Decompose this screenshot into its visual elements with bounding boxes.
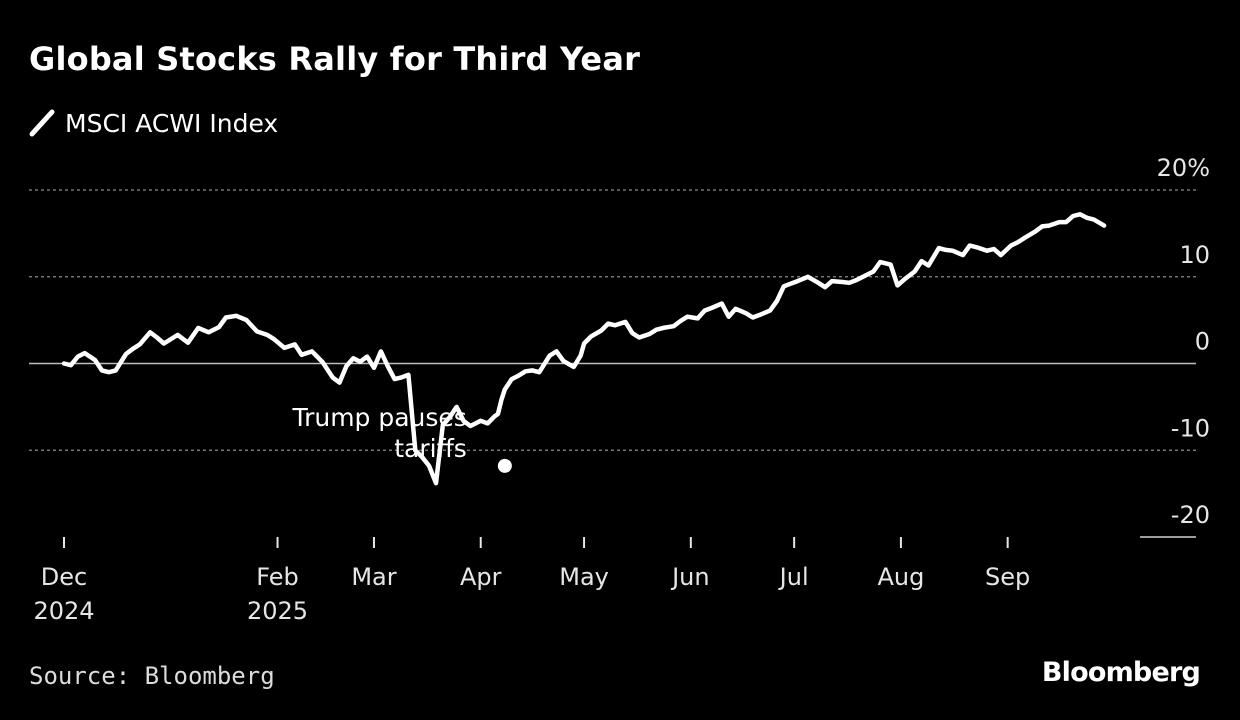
legend: MSCI ACWI Index [29, 108, 278, 138]
annotation-text: tariffs [394, 434, 467, 463]
grid-layer [29, 189, 1196, 538]
x-tick-label: Aug [877, 563, 924, 591]
x-tick-label: Apr [460, 563, 502, 591]
x-tick-label: Jun [670, 563, 710, 591]
source-note: Source: Bloomberg [29, 662, 275, 690]
x-tick-label: May [559, 563, 609, 591]
x-tick-label: Dec [41, 563, 87, 591]
series-layer [61, 212, 1107, 486]
legend-line-swatch-icon [29, 109, 55, 137]
y-tick-label: 10 [1179, 241, 1210, 269]
x-tick-label: Mar [351, 563, 396, 591]
y-axis-tick-labels: 20% 10 0 -10 -20 [1157, 154, 1210, 529]
x-tick-label: Jul [778, 563, 809, 591]
x-tick-label: Feb [256, 563, 299, 591]
x-tick-label: Sep [985, 563, 1030, 591]
legend-label: MSCI ACWI Index [65, 108, 279, 138]
chart-title: Global Stocks Rally for Third Year [29, 40, 641, 78]
bloomberg-logo: Bloomberg [1041, 657, 1201, 688]
y-tick-label: -20 [1171, 501, 1210, 529]
x-tick-year-label: 2024 [33, 597, 94, 625]
annotation-text: Trump pauses [291, 403, 466, 432]
x-axis-ticks: Dec 2024 Feb 2025 Mar Apr May Jun Jul Aug Sep [33, 537, 1030, 625]
x-tick-year-label: 2025 [247, 597, 308, 625]
y-tick-label: 0 [1195, 328, 1210, 356]
low-point-marker [497, 458, 512, 473]
series-line-msci-acwi [61, 212, 1107, 486]
y-tick-label: -10 [1171, 414, 1210, 442]
y-tick-label: 20% [1157, 154, 1210, 182]
